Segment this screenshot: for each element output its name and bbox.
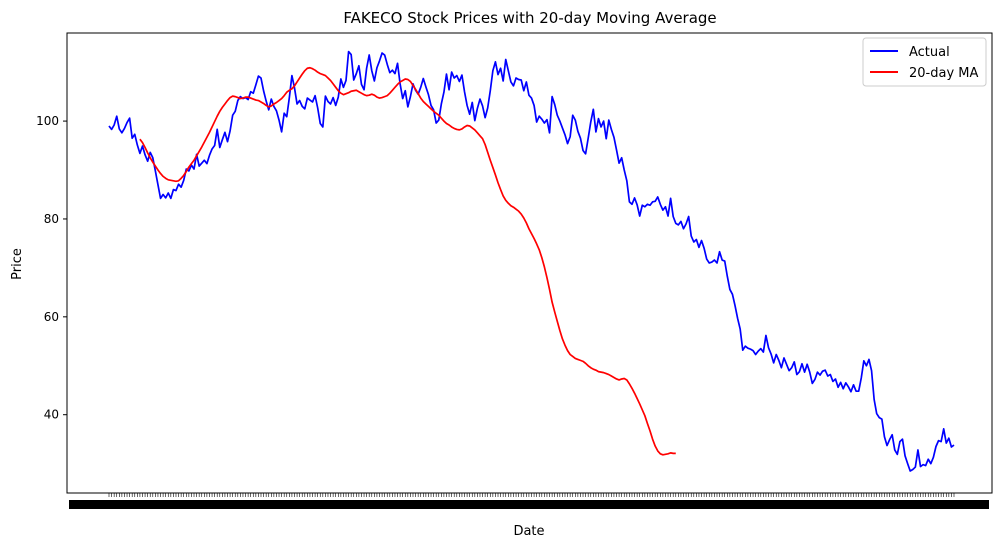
x-axis-label: Date bbox=[513, 524, 544, 539]
x-axis-ticks bbox=[69, 493, 989, 509]
legend: Actual 20-day MA bbox=[862, 37, 987, 87]
y-tick-label: 60 bbox=[44, 310, 59, 324]
x-tick-labels-overlap bbox=[69, 500, 989, 509]
series-line-ma bbox=[139, 66, 676, 456]
series-line-actual bbox=[108, 50, 955, 472]
legend-label-ma: 20-day MA bbox=[909, 66, 978, 81]
series-layer bbox=[108, 50, 955, 472]
plot-area bbox=[66, 32, 993, 494]
chart-title: FAKECO Stock Prices with 20-day Moving A… bbox=[343, 9, 716, 27]
y-tick-label: 40 bbox=[44, 408, 59, 422]
y-axis-label: Price bbox=[10, 248, 25, 280]
y-tick-label: 100 bbox=[36, 114, 59, 128]
y-tick-label: 80 bbox=[44, 212, 59, 226]
y-axis-ticks: 40 60 80 100 bbox=[36, 114, 67, 422]
legend-label-actual: Actual bbox=[909, 45, 950, 60]
